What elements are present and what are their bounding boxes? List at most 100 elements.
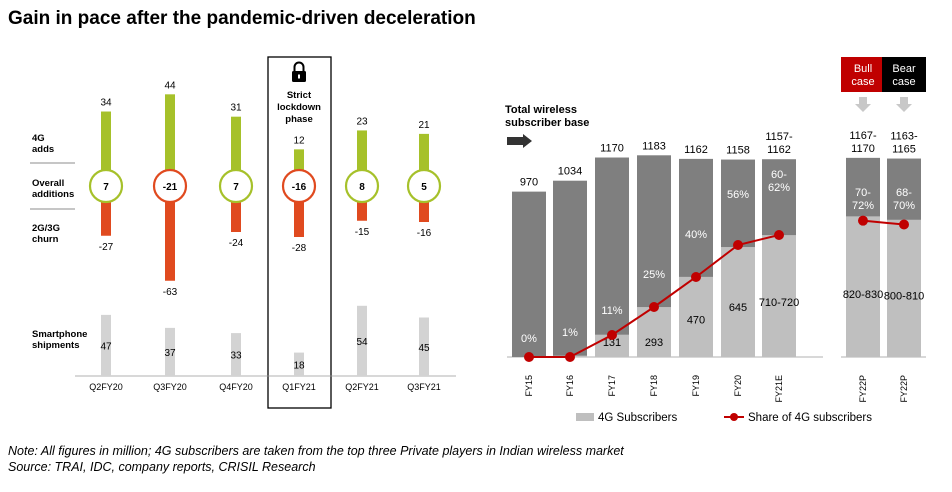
share-label: 1% — [562, 327, 578, 339]
churn-label: -27 — [99, 242, 114, 253]
lockdown-label: Strict lockdown phase — [277, 90, 321, 125]
4g-subscriber-bar — [721, 247, 755, 357]
overall-label: 7 — [103, 182, 109, 193]
overall-label: 7 — [233, 182, 239, 193]
x-tick-label: FY21E — [774, 375, 784, 403]
adds-bar — [294, 149, 304, 170]
4g-subscriber-label: 293 — [645, 337, 663, 349]
overall-circle — [281, 168, 317, 204]
x-tick-label: FY22P — [858, 375, 868, 403]
x-tick-label: FY20 — [733, 375, 743, 397]
overall-circle — [88, 168, 124, 204]
lockdown-highlight-box — [267, 56, 332, 409]
row-label-4g-adds: 4G adds — [32, 133, 54, 155]
share-line-scenarios — [862, 219, 905, 226]
churn-bar — [165, 202, 175, 281]
shipment-bar — [231, 333, 241, 376]
share-marker — [858, 215, 868, 226]
x-tick-label: FY18 — [649, 375, 659, 397]
share-marker — [649, 302, 659, 312]
subscriber-base-title: Total wireless subscriber base — [505, 104, 589, 129]
bull-case-label: Bull case — [851, 63, 874, 88]
chart-title: Gain in pace after the pandemic-driven d… — [8, 8, 476, 29]
adds-bar — [101, 111, 111, 170]
shipment-bar — [101, 314, 111, 376]
down-arrow-icon — [896, 97, 912, 112]
4g-subscriber-bar — [679, 276, 713, 357]
overall-label: 5 — [421, 182, 427, 193]
bull-case-tag — [841, 57, 885, 92]
x-tick-label: Q2FY20 — [89, 382, 123, 392]
overall-label: -16 — [292, 182, 307, 193]
arrow-right-icon — [507, 134, 532, 148]
overall-circle — [344, 168, 380, 204]
footnote: Note: All figures in million; 4G subscri… — [8, 443, 624, 475]
shipment-bar — [419, 317, 429, 376]
lock-icon — [292, 61, 306, 82]
churn-label: -15 — [355, 227, 370, 238]
adds-bar — [419, 133, 429, 170]
4g-subscriber-label: 131 — [603, 337, 621, 349]
shipment-bar — [165, 327, 175, 376]
share-marker — [733, 240, 743, 250]
total-label: 1157-1162 — [765, 131, 793, 156]
bear-case-tag — [882, 57, 926, 92]
shipment-label: 47 — [100, 341, 112, 352]
share-label: 68-70% — [893, 187, 915, 212]
adds-label: 34 — [100, 98, 112, 109]
adds-label: 21 — [418, 120, 430, 131]
chart-area: 4G adds Overall additions 2G/3G churn Smartpho… — [30, 56, 926, 424]
down-arrow-icon — [855, 97, 871, 112]
share-label: 56% — [727, 189, 749, 201]
total-label: 1158 — [726, 145, 750, 157]
total-label: 1167-1170 — [849, 130, 877, 155]
adds-label: 12 — [293, 135, 305, 146]
lock-shackle — [293, 61, 305, 71]
overall-label: 8 — [359, 182, 365, 193]
4g-subscriber-label: 645 — [729, 302, 747, 314]
adds-label: 23 — [356, 116, 368, 127]
share-marker — [524, 352, 534, 362]
share-label: 70-72% — [852, 187, 874, 212]
total-label: 1170 — [600, 143, 624, 155]
x-tick-label: FY19 — [691, 375, 701, 397]
source-text: Source: TRAI, IDC, company reports, CRIS… — [8, 460, 316, 474]
share-label: 0% — [521, 333, 537, 345]
x-tick-label: FY16 — [565, 375, 575, 397]
shipment-bar — [294, 352, 304, 376]
x-tick-label: Q4FY20 — [219, 382, 253, 392]
legend-4g-label: 4G Subscribers — [598, 412, 678, 424]
total-label: 1162 — [684, 144, 708, 156]
shipment-label: 18 — [293, 360, 305, 371]
row-label-overall-additions: Overall additions — [32, 178, 74, 200]
4g-subscriber-bar — [762, 235, 796, 357]
churn-bar — [101, 202, 111, 236]
shipment-bar — [357, 305, 367, 376]
churn-label: -16 — [417, 228, 432, 239]
overall-circle — [152, 168, 188, 204]
churn-bar — [294, 202, 304, 237]
shipment-label: 54 — [356, 337, 368, 348]
adds-bar — [165, 94, 175, 170]
shipment-label: 37 — [164, 348, 176, 359]
adds-label: 44 — [164, 80, 176, 91]
total-subscriber-bar — [553, 180, 587, 357]
4g-subscriber-label: 710-720 — [759, 297, 799, 309]
x-tick-label: Q1FY21 — [282, 382, 316, 392]
churn-bar — [231, 202, 241, 232]
churn-bar — [419, 202, 429, 222]
adds-bar — [231, 116, 241, 170]
total-label: 1163-1165 — [890, 131, 918, 156]
subscriber-base-chart: Total wireless subscriber base 970 FY15 1034… — [505, 57, 926, 424]
churn-label: -24 — [229, 238, 244, 249]
quarterly-additions-chart: 4G adds Overall additions 2G/3G churn Smartpho… — [30, 56, 456, 409]
share-label: 25% — [643, 269, 665, 281]
churn-label: -63 — [163, 287, 178, 298]
legend-share-marker — [730, 413, 738, 421]
x-tick-label: FY15 — [524, 375, 534, 397]
row-label-churn: 2G/3G churn — [32, 223, 60, 245]
total-label: 1183 — [642, 140, 666, 152]
overall-label: -21 — [163, 182, 178, 193]
share-marker — [774, 230, 784, 240]
total-subscriber-bar — [512, 191, 546, 357]
